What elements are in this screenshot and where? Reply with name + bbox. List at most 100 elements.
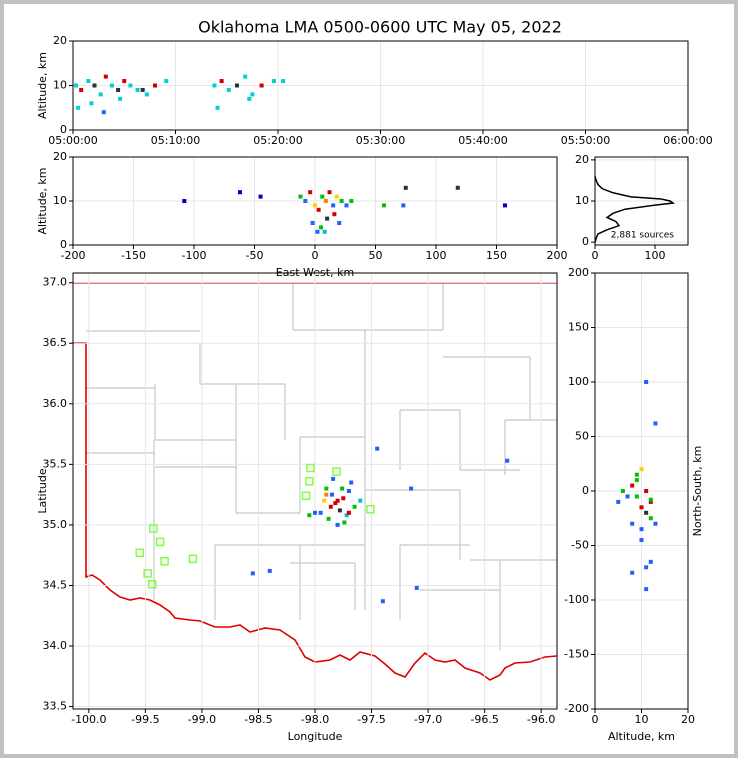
source-point bbox=[620, 489, 625, 493]
x-axis-label: Altitude, km bbox=[608, 730, 675, 743]
source-point bbox=[281, 79, 286, 84]
y-tick-label: -150 bbox=[564, 648, 589, 661]
source-point bbox=[639, 505, 644, 510]
source-point bbox=[79, 87, 84, 92]
x-tick-label: 0 bbox=[312, 249, 319, 262]
y-tick-label: 0 bbox=[582, 235, 589, 248]
station bbox=[135, 548, 144, 558]
source-point bbox=[144, 92, 149, 97]
source-point bbox=[327, 190, 332, 195]
source-point bbox=[92, 83, 97, 88]
source-point bbox=[381, 203, 386, 208]
plot-frame bbox=[594, 156, 689, 246]
source-point bbox=[634, 478, 639, 483]
chart-title: Oklahoma LMA 0500-0600 UTC May 05, 2022 bbox=[198, 18, 562, 37]
x-tick-label: -98.5 bbox=[244, 713, 272, 726]
x-tick-label: 05:50:00 bbox=[561, 134, 610, 147]
y-tick-label: 34.5 bbox=[43, 578, 68, 591]
y-tick-label: 10 bbox=[53, 194, 67, 207]
source-point bbox=[140, 87, 145, 92]
y-tick-label: 10 bbox=[53, 79, 67, 92]
annotation: 2,881 sources bbox=[611, 231, 675, 241]
station bbox=[366, 504, 375, 514]
source-point bbox=[648, 497, 653, 502]
source-point bbox=[401, 203, 406, 208]
x-tick-label: -98.0 bbox=[301, 713, 329, 726]
source-point bbox=[122, 79, 127, 84]
source-point bbox=[243, 74, 248, 79]
station bbox=[306, 463, 315, 473]
y-tick-label: -100 bbox=[564, 593, 589, 606]
x-tick-label: 200 bbox=[547, 249, 568, 262]
source-point bbox=[219, 79, 224, 84]
altitude-histogram bbox=[594, 176, 676, 243]
x-tick-label: -99.0 bbox=[188, 713, 216, 726]
source-point bbox=[325, 216, 330, 221]
y-tick-label: 37.0 bbox=[43, 276, 68, 289]
source-point bbox=[639, 467, 644, 472]
x-tick-label: 06:00:00 bbox=[663, 134, 712, 147]
source-point bbox=[331, 203, 336, 208]
source-point bbox=[307, 513, 312, 518]
source-point bbox=[653, 421, 658, 426]
station bbox=[143, 569, 152, 578]
source-point bbox=[98, 92, 103, 97]
source-point bbox=[341, 496, 346, 501]
x-tick-label: 0 bbox=[592, 249, 599, 262]
source-point bbox=[271, 79, 276, 84]
source-point bbox=[340, 486, 345, 491]
source-point bbox=[212, 83, 217, 88]
source-point bbox=[259, 83, 264, 88]
source-point bbox=[334, 194, 339, 199]
source-point bbox=[103, 74, 108, 79]
x-tick-label: -99.5 bbox=[131, 713, 159, 726]
source-point bbox=[339, 199, 344, 203]
source-point bbox=[76, 105, 81, 110]
x-tick-label: -96.0 bbox=[527, 713, 555, 726]
x-tick-label: 05:40:00 bbox=[458, 134, 507, 147]
y-tick-label: 33.5 bbox=[43, 700, 68, 713]
source-point bbox=[226, 87, 231, 92]
y-axis-label: Altitude, km bbox=[36, 167, 49, 234]
source-point bbox=[324, 492, 329, 497]
source-point bbox=[332, 212, 337, 217]
source-point bbox=[250, 571, 255, 576]
source-point bbox=[118, 96, 123, 101]
source-point bbox=[313, 203, 317, 208]
source-point bbox=[320, 194, 325, 199]
source-point bbox=[116, 87, 121, 92]
y-tick-label: 50 bbox=[575, 430, 589, 443]
x-tick-label: 100 bbox=[645, 249, 666, 262]
source-point bbox=[316, 207, 321, 212]
y-axis-label: North-South, km bbox=[691, 446, 704, 537]
x-tick-label: 20 bbox=[681, 713, 695, 726]
source-point bbox=[634, 494, 639, 499]
source-point bbox=[298, 194, 303, 199]
y-tick-label: 20 bbox=[53, 34, 67, 47]
source-point bbox=[86, 79, 91, 84]
source-point bbox=[322, 229, 327, 234]
y-tick-label: 0 bbox=[60, 123, 67, 136]
source-point bbox=[258, 194, 263, 199]
source-point bbox=[630, 483, 635, 488]
source-point bbox=[344, 513, 349, 518]
y-tick-label: 20 bbox=[575, 153, 589, 166]
source-point bbox=[237, 190, 242, 195]
source-point bbox=[380, 599, 385, 604]
source-point bbox=[653, 521, 658, 526]
x-tick-label: 05:30:00 bbox=[356, 134, 405, 147]
x-tick-label: 05:10:00 bbox=[151, 134, 200, 147]
y-tick-label: 20 bbox=[53, 150, 67, 163]
source-point bbox=[455, 185, 460, 190]
station bbox=[301, 491, 311, 501]
source-point bbox=[329, 492, 334, 497]
source-point bbox=[403, 185, 408, 190]
source-point bbox=[322, 498, 327, 503]
source-point bbox=[644, 380, 649, 384]
source-point bbox=[644, 587, 649, 592]
x-tick-label: -100.0 bbox=[71, 713, 106, 726]
source-point bbox=[349, 199, 354, 203]
y-axis-label: Altitude, km bbox=[36, 52, 49, 119]
